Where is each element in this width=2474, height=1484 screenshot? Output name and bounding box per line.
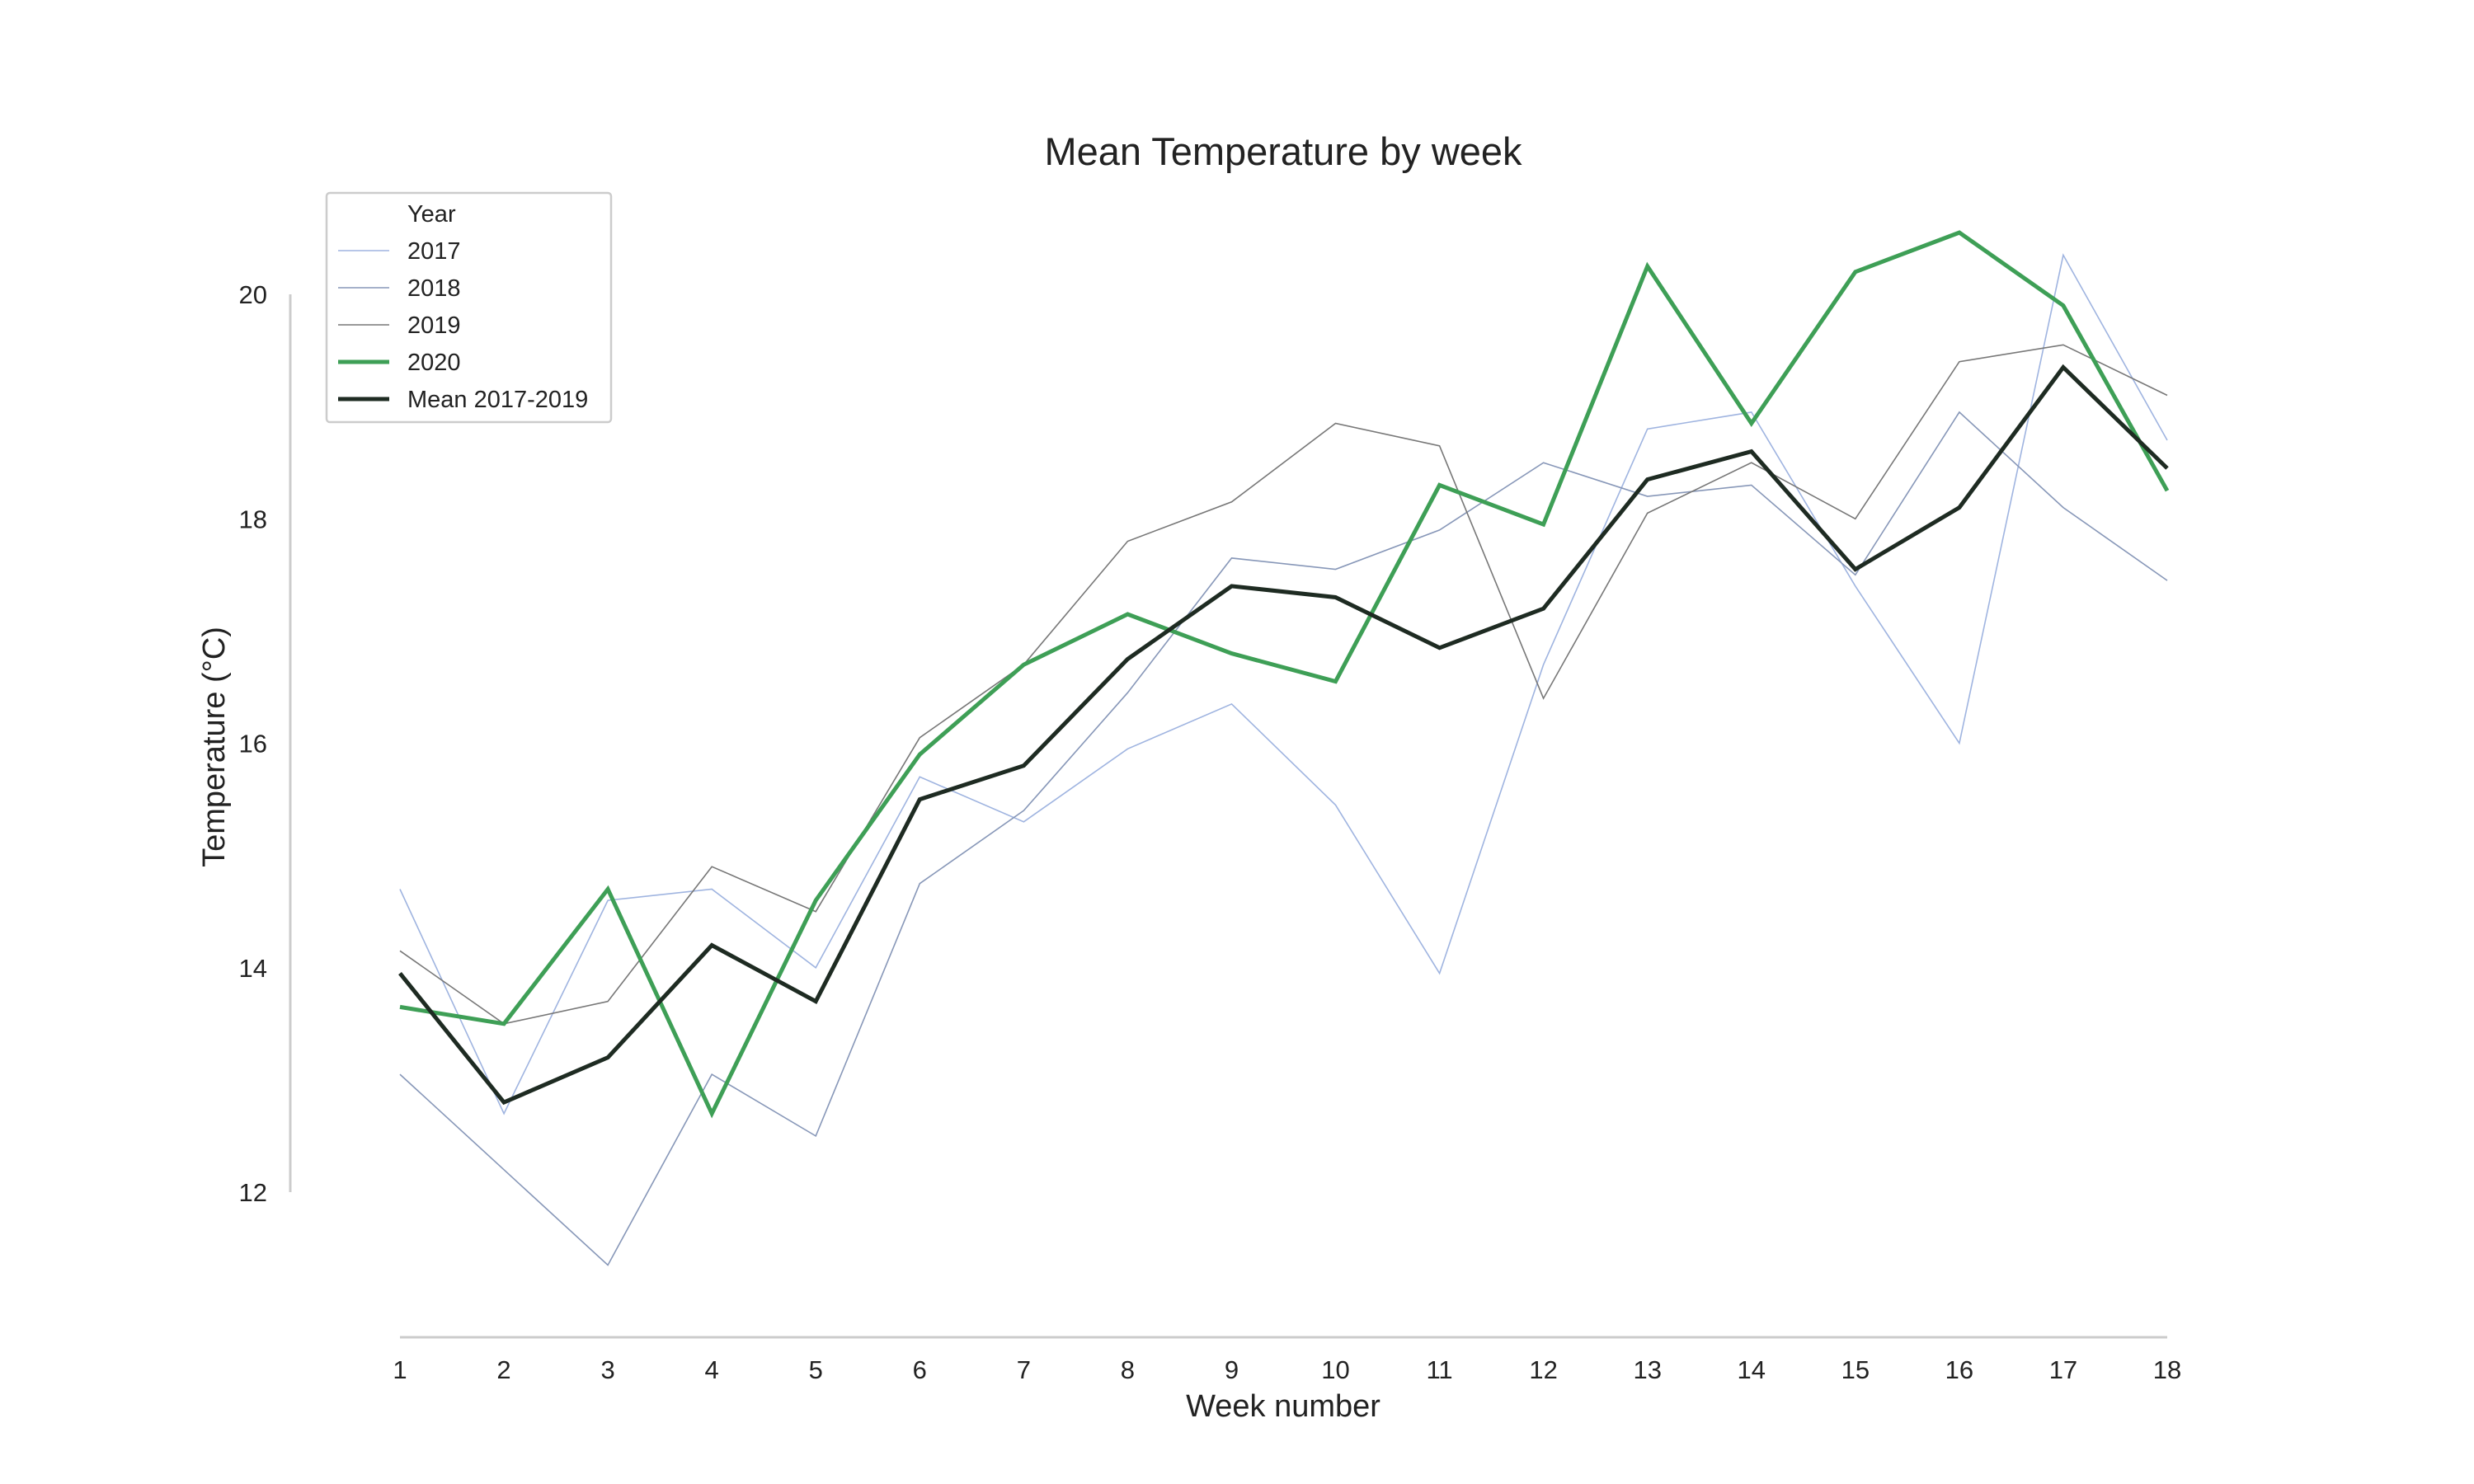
legend-label-mean-2017-2019: Mean 2017-2019: [407, 387, 588, 413]
y-tick-label: 20: [239, 280, 267, 309]
series-line-2019: [399, 344, 2168, 1025]
x-tick-label: 6: [913, 1355, 927, 1384]
legend-entries: 2017 2018 2019 2020 Mean 2017-2019: [338, 238, 588, 413]
x-tick-label: 14: [1738, 1355, 1766, 1384]
x-axis-label: Week number: [1186, 1389, 1380, 1424]
chart-title: Mean Temperature by week: [1044, 129, 1522, 173]
y-tick-label: 14: [239, 954, 267, 983]
series-line-2017: [399, 253, 2168, 1115]
y-tick-label: 18: [239, 505, 267, 533]
x-tick-label: 10: [1321, 1355, 1349, 1384]
y-axis-label: Temperature (°C): [197, 627, 232, 867]
y-axis-ticks: 12 14 16 18 20: [239, 280, 267, 1207]
x-tick-label: 1: [393, 1355, 407, 1384]
series-line-2020: [399, 230, 2170, 1119]
legend-label-2019: 2019: [407, 312, 461, 339]
x-tick-label: 13: [1633, 1355, 1661, 1384]
legend: Year 2017 2018 2019 2020 Mean 2017-2019: [325, 191, 613, 424]
x-tick-label: 17: [2049, 1355, 2077, 1384]
x-tick-label: 16: [1945, 1355, 1973, 1384]
legend-title: Year: [407, 201, 456, 228]
x-tick-label: 12: [1529, 1355, 1557, 1384]
x-tick-label: 2: [496, 1355, 510, 1384]
x-tick-label: 5: [809, 1355, 823, 1384]
x-tick-label: 11: [1426, 1355, 1452, 1384]
y-tick-label: 12: [239, 1178, 267, 1207]
x-tick-label: 18: [2153, 1355, 2181, 1384]
series-line-2018: [399, 411, 2168, 1266]
series-line-mean-2017-2019: [398, 364, 2169, 1106]
legend-box: [325, 191, 613, 424]
x-tick-label: 8: [1121, 1355, 1135, 1384]
y-tick-label: 16: [239, 730, 267, 758]
x-tick-label: 15: [1841, 1355, 1870, 1384]
x-tick-label: 4: [705, 1355, 719, 1384]
legend-label-2020: 2020: [407, 350, 461, 376]
x-tick-label: 7: [1017, 1355, 1031, 1384]
legend-label-2018: 2018: [407, 275, 461, 302]
legend-label-2017: 2017: [407, 238, 461, 265]
x-axis-ticks: 1 2 3 4 5 6 7 8 9 10 11 12 13 14 15 16 17 18: [393, 1355, 2181, 1384]
series-lines: [398, 230, 2170, 1266]
x-tick-label: 3: [600, 1355, 614, 1384]
x-tick-label: 9: [1225, 1355, 1239, 1384]
